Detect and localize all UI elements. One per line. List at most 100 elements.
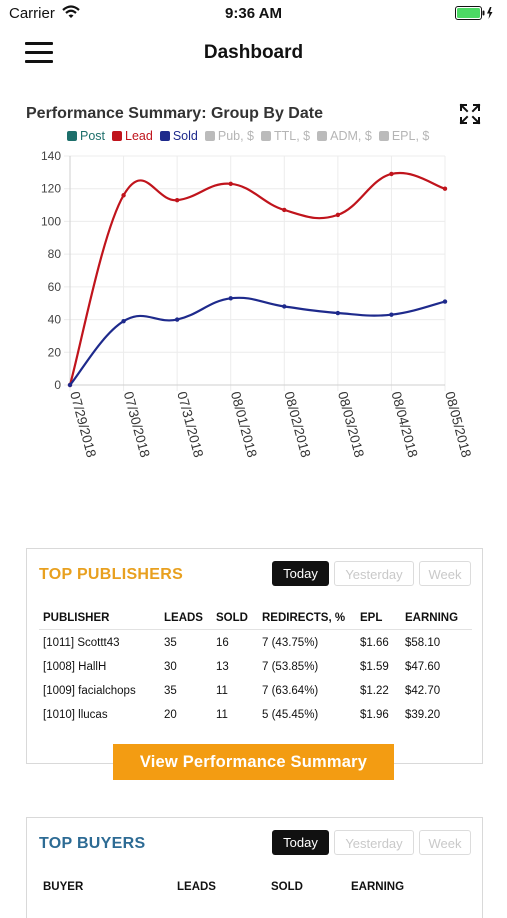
cell-earning: $39.20 bbox=[405, 709, 441, 721]
legend-label: TTL, $ bbox=[274, 129, 311, 143]
legend-label: Post bbox=[80, 129, 106, 143]
top-buyers-card: TOP BUYERS Today Yesterday Week BUYER LE… bbox=[26, 817, 483, 918]
y-tick-label: 100 bbox=[41, 214, 61, 228]
cell-redirects: 7 (43.75%) bbox=[262, 637, 319, 649]
lead-data-point bbox=[442, 186, 448, 191]
cell-earning: $47.60 bbox=[405, 661, 441, 673]
y-tick-label: 20 bbox=[48, 345, 62, 359]
col-header-buyer: BUYER bbox=[43, 881, 84, 893]
legend-label: Sold bbox=[172, 129, 198, 143]
cell-publisher: [1010] llucas bbox=[43, 709, 108, 721]
cell-leads: 35 bbox=[164, 685, 177, 697]
publishers-week-tab[interactable]: Week bbox=[419, 561, 471, 586]
cell-redirects: 5 (45.45%) bbox=[262, 709, 319, 721]
lead-data-point bbox=[335, 212, 341, 218]
cell-redirects: 7 (53.85%) bbox=[262, 661, 319, 673]
cell-sold: 16 bbox=[216, 637, 229, 649]
legend-swatch bbox=[317, 131, 328, 141]
col-header-earning: EARNING bbox=[405, 612, 459, 624]
expand-icon[interactable] bbox=[459, 103, 481, 125]
y-tick-label: 80 bbox=[48, 247, 62, 261]
legend-swatch bbox=[378, 131, 389, 141]
legend-item[interactable]: Post bbox=[67, 129, 105, 143]
sold-data-point bbox=[228, 296, 233, 301]
y-tick-label: 60 bbox=[48, 280, 62, 294]
col-header-leads: LEADS bbox=[177, 881, 216, 893]
lead-data-point bbox=[174, 197, 180, 203]
col-header-sold: SOLD bbox=[216, 612, 248, 624]
cell-publisher: [1009] facialchops bbox=[43, 685, 136, 697]
legend-item[interactable]: EPL, $ bbox=[378, 129, 430, 143]
legend-item[interactable]: TTL, $ bbox=[261, 129, 310, 143]
cell-epl: $1.22 bbox=[360, 685, 389, 697]
cell-leads: 20 bbox=[164, 709, 177, 721]
publishers-today-tab[interactable]: Today bbox=[272, 561, 329, 586]
sold-data-point bbox=[442, 299, 448, 304]
sold-data-point bbox=[174, 317, 180, 322]
sold-data-point bbox=[121, 319, 126, 324]
y-tick-label: 120 bbox=[41, 182, 61, 196]
nav-bar: Dashboard bbox=[0, 28, 507, 78]
col-header-redirects: REDIRECTS, % bbox=[262, 612, 346, 624]
cell-epl: $1.59 bbox=[360, 661, 389, 673]
legend-label: Pub, $ bbox=[217, 129, 254, 143]
legend-item[interactable]: ADM, $ bbox=[317, 129, 372, 143]
top-buyers-title: TOP BUYERS bbox=[39, 835, 146, 852]
cell-epl: $1.96 bbox=[360, 709, 389, 721]
col-header-publisher: PUBLISHER bbox=[43, 612, 110, 624]
publishers-yesterday-tab[interactable]: Yesterday bbox=[334, 561, 414, 586]
top-publishers-title: TOP PUBLISHERS bbox=[39, 566, 184, 583]
cell-earning: $58.10 bbox=[405, 637, 441, 649]
lead-series-line bbox=[68, 171, 446, 386]
cell-leads: 30 bbox=[164, 661, 177, 673]
legend-swatch bbox=[159, 131, 170, 141]
col-header-leads: LEADS bbox=[164, 612, 203, 624]
top-publishers-card: TOP PUBLISHERS Today Yesterday Week PUBL… bbox=[26, 548, 483, 764]
sold-data-point bbox=[389, 312, 394, 317]
cell-sold: 13 bbox=[216, 661, 229, 673]
legend-label: ADM, $ bbox=[330, 129, 372, 143]
menu-icon[interactable] bbox=[25, 42, 53, 64]
buyers-today-tab[interactable]: Today bbox=[272, 830, 329, 855]
y-tick-label: 140 bbox=[41, 149, 61, 163]
buyers-yesterday-tab[interactable]: Yesterday bbox=[334, 830, 414, 855]
sold-data-point bbox=[67, 382, 73, 388]
wifi-icon bbox=[62, 5, 80, 18]
performance-line-chart: 0 20 40 60 80 100 120 140 07/29/2018 07/30/2018 07… bbox=[41, 149, 474, 459]
carrier-label: Carrier bbox=[9, 5, 55, 22]
cell-leads: 35 bbox=[164, 637, 177, 649]
legend-swatch bbox=[261, 131, 271, 141]
lead-data-point bbox=[121, 193, 126, 198]
x-tick-label: 08/01/2018 bbox=[228, 390, 260, 459]
legend-label: EPL, $ bbox=[391, 129, 430, 143]
buyers-week-tab[interactable]: Week bbox=[419, 830, 471, 855]
legend-swatch bbox=[204, 131, 215, 141]
sold-series-line bbox=[69, 296, 446, 386]
legend-swatch bbox=[112, 131, 123, 141]
cell-sold: 11 bbox=[216, 709, 228, 721]
header-divider bbox=[39, 629, 472, 630]
view-performance-summary-button[interactable]: View Performance Summary bbox=[113, 744, 394, 780]
x-tick-label: 08/02/2018 bbox=[281, 390, 313, 459]
cell-sold: 11 bbox=[216, 685, 228, 697]
col-header-sold: SOLD bbox=[271, 881, 303, 893]
clock-label: 9:36 AM bbox=[225, 5, 282, 22]
cell-earning: $42.70 bbox=[405, 685, 441, 697]
lead-data-point bbox=[389, 171, 394, 177]
cell-publisher: [1008] HallH bbox=[43, 661, 107, 673]
legend-label: Lead bbox=[125, 129, 153, 143]
page-title: Dashboard bbox=[203, 42, 304, 63]
legend-item[interactable]: Pub, $ bbox=[204, 129, 254, 143]
status-bar: Carrier 9:36 AM bbox=[0, 0, 507, 28]
chart-legend: Post Lead Sold Pub, $ TTL, $ ADM, $ EPL, $ bbox=[67, 129, 436, 143]
lead-data-point bbox=[228, 181, 233, 187]
sold-data-point bbox=[335, 310, 341, 316]
y-tick-label: 40 bbox=[48, 313, 62, 327]
sold-data-point bbox=[282, 304, 287, 309]
legend-item[interactable]: Lead bbox=[112, 129, 153, 143]
legend-item[interactable]: Sold bbox=[159, 129, 198, 143]
x-tick-label: 08/05/2018 bbox=[442, 390, 474, 459]
battery-icon bbox=[455, 6, 493, 20]
chart-title: Performance Summary: Group By Date bbox=[26, 105, 323, 122]
x-tick-label: 07/30/2018 bbox=[121, 390, 153, 459]
